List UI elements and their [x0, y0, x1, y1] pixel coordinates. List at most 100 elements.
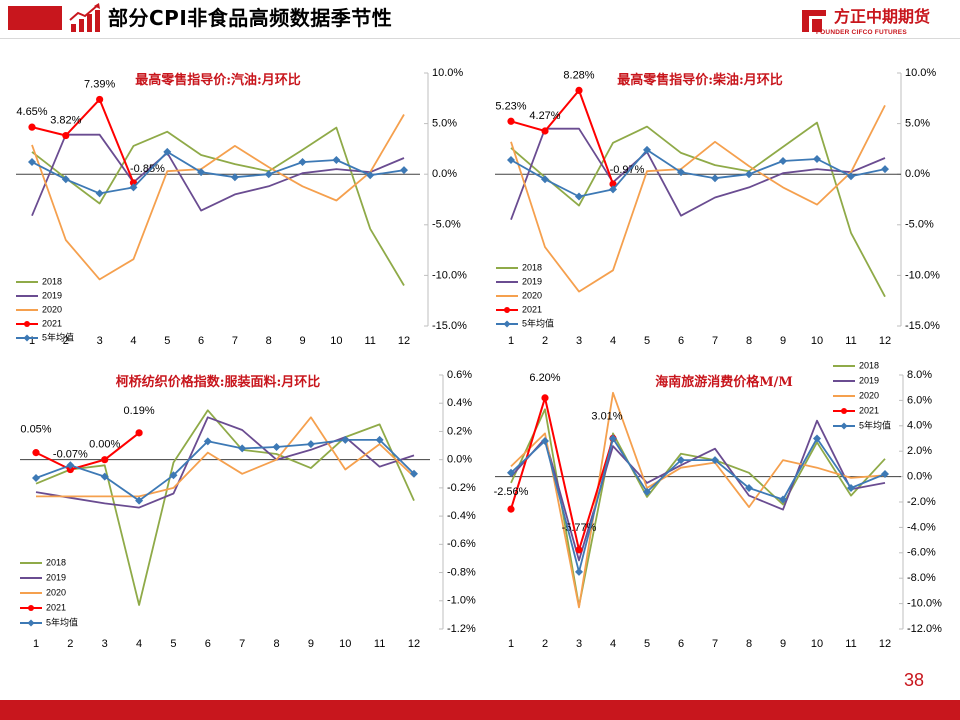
data-point-5yr-avg [575, 567, 583, 576]
series-line-5年均值 [510, 148, 886, 198]
data-point-5yr-avg [264, 170, 273, 179]
legend-label: 2021 [522, 304, 542, 314]
x-tick-label: 8 [266, 335, 272, 347]
x-tick-label: 8 [273, 638, 279, 650]
y-tick-label: -8.0% [907, 572, 936, 584]
y-tick-label: 2.0% [907, 445, 932, 457]
data-label-2021: 5.23% [495, 100, 526, 112]
y-tick-label: -10.0% [432, 269, 467, 281]
series-line-5年均值 [510, 437, 886, 573]
x-tick-label: 10 [330, 335, 342, 347]
chart-growth-icon [69, 3, 100, 32]
y-tick-label: -0.6% [447, 538, 476, 550]
y-tick-label: 10.0% [905, 67, 936, 79]
x-tick-label: 2 [542, 638, 548, 650]
data-point-2021 [507, 505, 515, 513]
data-point-2021 [28, 123, 36, 131]
data-point-5yr-avg [677, 456, 685, 465]
data-label-2021: 0.19% [123, 405, 154, 417]
data-point-5yr-avg [32, 474, 40, 483]
x-tick-label: 10 [811, 335, 823, 347]
x-tick-label: 5 [644, 638, 650, 650]
data-point-2021 [609, 180, 617, 188]
legend-label: 2019 [522, 276, 542, 286]
chart-keqiao-textile: 柯桥纺织价格指数:服装面料:月环比 0.6% 0.4% 0.2% 0.0% -0.2% -0… [20, 369, 476, 650]
data-label-2021: 4.27% [529, 110, 560, 122]
y-tick-label: 0.0% [907, 471, 932, 483]
data-label-2021: -5.77% [562, 522, 597, 534]
x-tick-label: 11 [845, 335, 856, 347]
logo-text-en: FOUNDER CIFCO FUTURES [816, 29, 907, 36]
data-point-5yr-avg [847, 172, 855, 181]
legend-label: 2019 [42, 290, 62, 300]
data-label-2021: 6.20% [529, 372, 560, 384]
x-tick-label: 11 [364, 335, 375, 347]
y-tick-label: -10.0% [907, 598, 942, 610]
data-point-5yr-avg [332, 156, 341, 165]
x-tick-label: 5 [644, 335, 650, 347]
y-tick-label: -5.0% [432, 219, 461, 231]
x-tick-label: 2 [542, 335, 548, 347]
x-tick-label: 4 [130, 335, 136, 347]
data-point-5yr-avg [541, 437, 549, 446]
data-point-5yr-avg [643, 145, 651, 154]
data-point-5yr-avg [306, 440, 315, 449]
x-tick-label: 8 [746, 638, 752, 650]
y-tick-label: -5.0% [905, 219, 934, 231]
y-tick-label: 0.2% [447, 425, 472, 437]
data-label-2021: 3.82% [50, 115, 81, 127]
data-point-5yr-avg [881, 165, 889, 174]
data-point-5yr-avg [677, 168, 685, 177]
data-point-2021 [101, 456, 109, 464]
series-line-2020 [36, 416, 415, 498]
series-line-2018 [510, 408, 886, 607]
y-tick-label: 0.4% [447, 397, 472, 409]
data-point-5yr-avg [410, 469, 418, 478]
legend-label: 5年均值 [46, 616, 78, 627]
data-point-5yr-avg [541, 175, 549, 184]
x-tick-label: 8 [746, 335, 752, 347]
x-tick-label: 3 [102, 638, 108, 650]
data-label-2021: 0.05% [20, 424, 51, 436]
data-point-5yr-avg [366, 171, 375, 180]
data-point-2021 [135, 429, 143, 437]
data-point-5yr-avg [238, 444, 247, 453]
data-point-2021 [507, 117, 515, 125]
title-divider [0, 38, 960, 39]
legend-label: 2020 [859, 390, 879, 400]
chart-hainan-tourism: 海南旅游消费价格M/M 8.0% 6.0% 4.0% 2.0% 0.0% -2.0% -4.0… [494, 360, 943, 650]
legend-label: 5年均值 [859, 419, 891, 430]
chart-gasoline: 最高零售指导价:汽油:月环比 10.0% 5.0% 0.0% -5.0% -10.0% -1… [16, 67, 467, 347]
series-line-2020 [510, 104, 886, 293]
series-line-2021 [31, 98, 135, 184]
legend-marker-5yr-avg [840, 422, 848, 430]
series-line-2019 [510, 127, 886, 221]
y-tick-label: -15.0% [905, 320, 940, 332]
y-tick-label: -1.2% [447, 623, 476, 635]
data-point-5yr-avg [609, 185, 617, 194]
x-tick-label: 9 [308, 638, 314, 650]
data-label-2021: 7.39% [84, 78, 115, 90]
x-tick-label: 1 [508, 335, 514, 347]
data-point-5yr-avg [400, 166, 408, 175]
data-point-5yr-avg [575, 192, 583, 201]
series-line-2021 [510, 396, 614, 551]
page-number: 38 [904, 670, 925, 690]
chart-title: 最高零售指导价:汽油:月环比 [135, 72, 301, 88]
legend-label: 2020 [42, 304, 62, 314]
logo-text-cn: 方正中期期货 [834, 7, 931, 26]
y-tick-label: 8.0% [907, 369, 932, 381]
logo-mark-icon [802, 10, 826, 32]
x-tick-label: 7 [712, 335, 718, 347]
x-tick-label: 3 [576, 638, 582, 650]
x-tick-label: 9 [780, 335, 786, 347]
data-point-5yr-avg [272, 442, 281, 451]
data-point-5yr-avg [169, 471, 178, 480]
x-tick-label: 7 [232, 335, 238, 347]
x-tick-label: 10 [811, 638, 823, 650]
y-tick-label: -0.4% [447, 510, 476, 522]
legend-marker-5yr-avg [23, 334, 31, 342]
data-point-2021 [62, 131, 70, 140]
data-point-5yr-avg [129, 183, 138, 192]
